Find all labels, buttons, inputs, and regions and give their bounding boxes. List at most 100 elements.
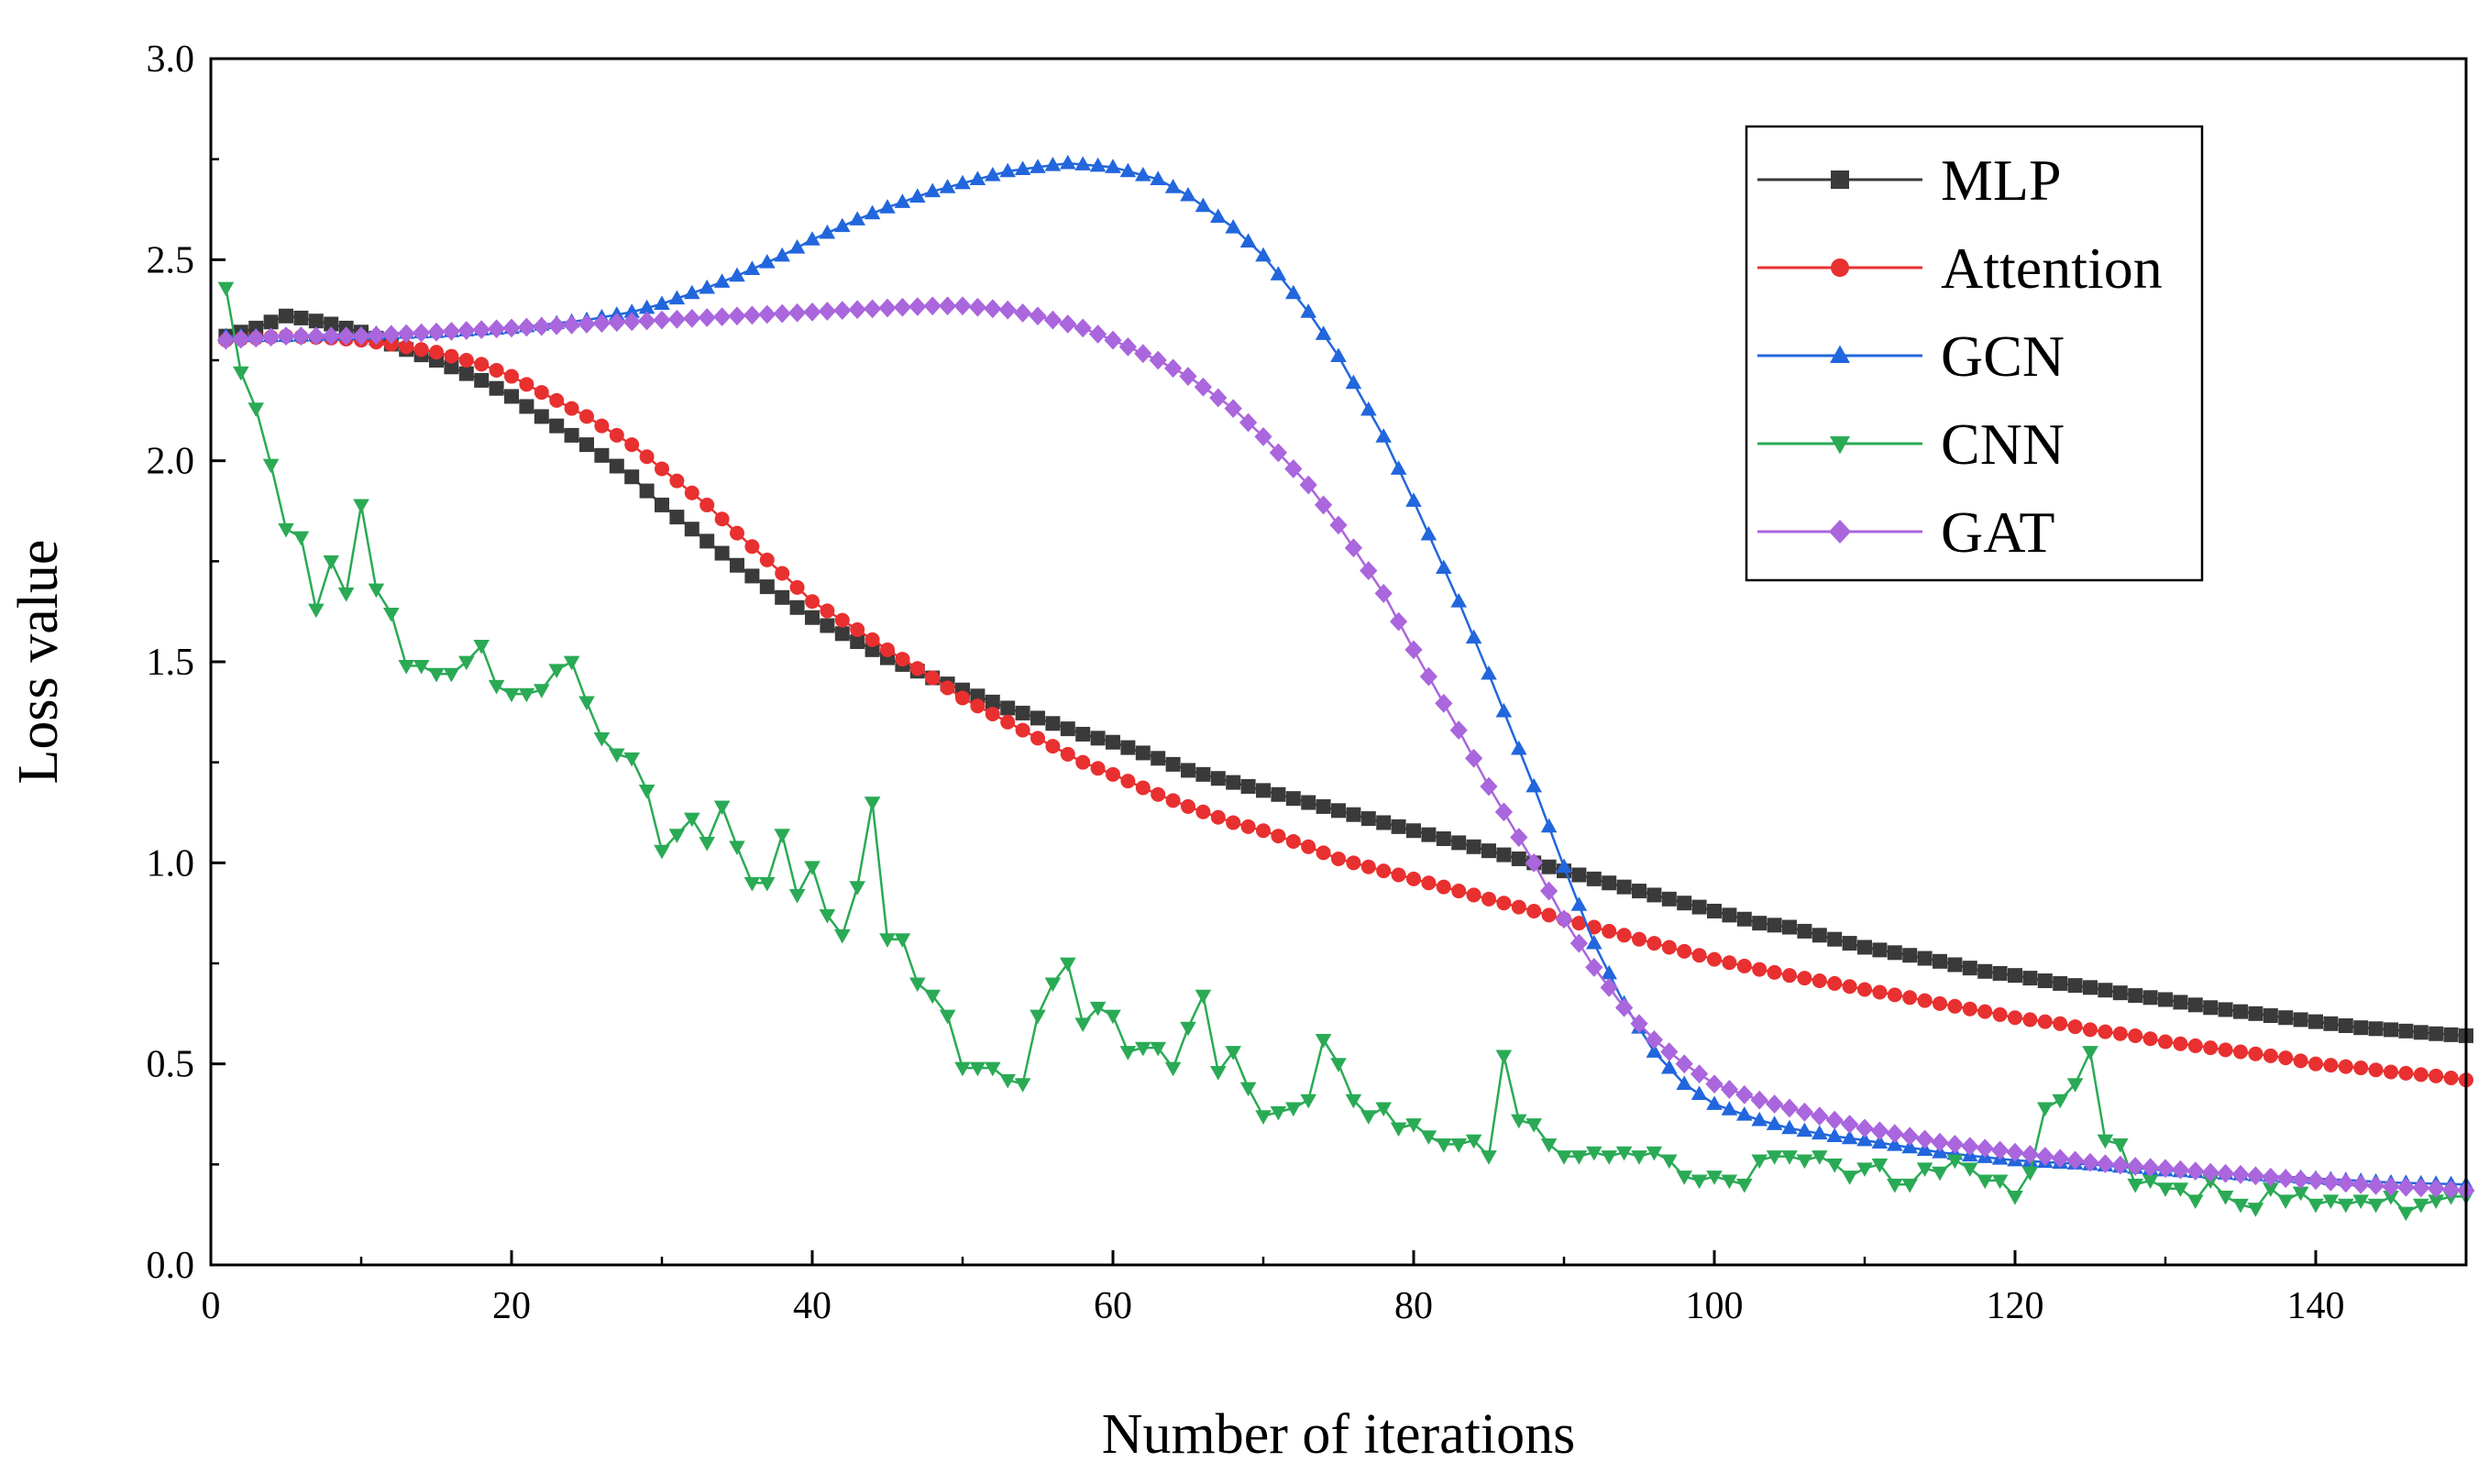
data-point-cnn: [1044, 977, 1062, 993]
data-point-mlp: [2022, 971, 2038, 986]
data-point-gat: [1660, 1042, 1679, 1061]
data-point-gat: [1179, 367, 1197, 386]
data-point-gat: [1645, 1029, 1663, 1050]
data-point-attention: [820, 603, 835, 619]
data-point-mlp: [2278, 1010, 2294, 1026]
legend-marker-gat: [1829, 520, 1851, 544]
data-point-gcn: [1646, 1043, 1663, 1058]
data-point-gat: [2006, 1142, 2024, 1162]
legend-item-cnn: CNN: [1757, 412, 2065, 477]
data-point-mlp: [1181, 763, 1195, 778]
data-point-mlp: [1346, 807, 1361, 822]
data-point-gat: [413, 323, 431, 343]
data-point-cnn: [248, 402, 264, 417]
data-point-gat: [457, 321, 476, 340]
y-tick-label: 0.0: [147, 1245, 195, 1287]
data-point-gcn: [1495, 702, 1513, 718]
data-point-attention: [940, 680, 955, 696]
data-point-cnn: [1089, 1001, 1107, 1017]
data-point-cnn: [1300, 1094, 1316, 1109]
data-point-mlp: [1331, 803, 1346, 819]
data-point-mlp: [2083, 980, 2098, 995]
data-point-cnn: [1916, 1162, 1933, 1177]
data-point-mlp: [1106, 734, 1120, 750]
data-point-cnn: [1676, 1171, 1692, 1185]
legend-label: MLP: [1941, 148, 2062, 213]
legend-item-gcn: GCN: [1757, 324, 2065, 389]
data-point-gat: [2201, 1162, 2219, 1182]
data-point-cnn: [759, 876, 776, 892]
data-point-cnn: [308, 603, 325, 619]
data-point-cnn: [668, 829, 686, 843]
data-point-mlp: [1000, 700, 1016, 716]
data-point-cnn: [985, 1061, 1001, 1077]
data-point-gcn: [969, 170, 986, 185]
data-point-gat: [1074, 318, 1092, 338]
data-point-cnn: [2066, 1078, 2084, 1093]
data-point-gat: [1555, 909, 1573, 929]
data-point-cnn: [1796, 1154, 1813, 1170]
data-point-attention: [880, 642, 895, 657]
data-point-gat: [1465, 748, 1483, 768]
data-point-mlp: [2338, 1017, 2353, 1033]
data-point-gat: [1239, 412, 1258, 433]
data-point-gcn: [1239, 233, 1257, 247]
data-point-cnn: [1946, 1154, 1964, 1170]
data-point-cnn: [2413, 1198, 2429, 1214]
data-point-mlp: [2233, 1004, 2248, 1019]
data-point-mlp: [1736, 911, 1752, 927]
data-point-attention: [504, 368, 519, 384]
data-point-mlp: [744, 568, 760, 584]
data-point-mlp: [549, 418, 565, 434]
data-point-attention: [639, 449, 655, 465]
data-point-attention: [1165, 793, 1181, 808]
data-point-mlp: [1541, 859, 1557, 874]
data-point-gat: [1615, 997, 1634, 1017]
data-point-gcn: [1030, 159, 1046, 173]
data-point-attention: [1947, 998, 1963, 1014]
data-point-attention: [1797, 971, 1812, 986]
data-point-gat: [2246, 1166, 2264, 1186]
data-point-gat: [352, 326, 370, 346]
data-point-attention: [1271, 829, 1286, 844]
data-point-gat: [638, 311, 656, 331]
y-tick-label: 2.0: [147, 441, 195, 483]
data-point-gcn: [1721, 1101, 1738, 1116]
data-point-gat: [923, 296, 942, 316]
data-point-gat: [1014, 303, 1032, 323]
data-point-gcn: [1060, 154, 1076, 170]
data-point-cnn: [1661, 1154, 1678, 1170]
data-point-gcn: [1255, 247, 1272, 262]
data-point-gat: [1525, 852, 1543, 873]
data-point-attention: [865, 632, 880, 647]
data-point-gcn: [1540, 818, 1558, 833]
data-point-gat: [1194, 377, 1212, 397]
data-point-gcn: [999, 162, 1016, 178]
data-point-cnn: [1601, 1150, 1617, 1165]
data-point-mlp: [1887, 945, 1902, 961]
data-point-attention: [2053, 1016, 2068, 1031]
data-point-gcn: [1586, 934, 1602, 950]
data-point-mlp: [2098, 983, 2113, 998]
data-point-gcn: [819, 224, 836, 239]
data-point-gat: [2367, 1175, 2385, 1195]
data-point-gat: [608, 313, 626, 333]
data-point-mlp: [1045, 716, 1061, 731]
data-point-gat: [367, 325, 385, 346]
data-point-attention: [1466, 887, 1481, 903]
data-point-cnn: [1766, 1150, 1783, 1165]
data-point-gat: [2066, 1150, 2085, 1171]
x-tick-label: 100: [1686, 1285, 1744, 1327]
data-point-attention: [909, 661, 925, 676]
data-point-cnn: [1436, 1138, 1452, 1153]
data-point-gcn: [1330, 347, 1347, 363]
data-point-cnn: [2021, 1166, 2039, 1182]
data-point-mlp: [1782, 919, 1797, 935]
data-point-gat: [2276, 1169, 2295, 1189]
data-point-gat: [1254, 426, 1272, 446]
data-point-gat: [322, 326, 340, 346]
data-point-mlp: [684, 522, 699, 537]
data-point-mlp: [2308, 1014, 2323, 1029]
data-point-cnn: [2232, 1198, 2249, 1214]
